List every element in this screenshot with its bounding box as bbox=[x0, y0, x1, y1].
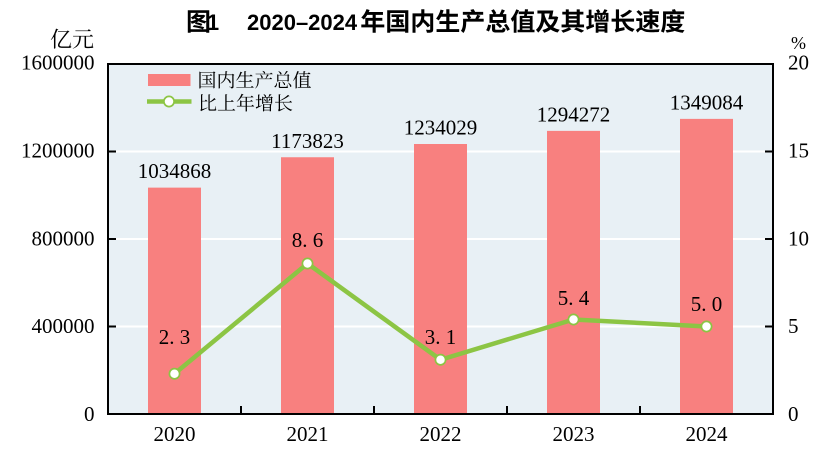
svg-text:800000: 800000 bbox=[32, 226, 95, 250]
svg-text:1: 1 bbox=[207, 10, 219, 35]
svg-text:20: 20 bbox=[788, 51, 809, 75]
svg-text:2020–2024: 2020–2024 bbox=[247, 10, 358, 35]
svg-text:2022: 2022 bbox=[420, 422, 462, 446]
svg-text:8. 6: 8. 6 bbox=[292, 228, 324, 252]
svg-text:1600000: 1600000 bbox=[21, 51, 95, 75]
svg-text:2024: 2024 bbox=[686, 422, 729, 446]
svg-text:2. 3: 2. 3 bbox=[159, 325, 191, 349]
svg-text:2020: 2020 bbox=[154, 422, 196, 446]
svg-text:2021: 2021 bbox=[287, 422, 329, 446]
svg-text:0: 0 bbox=[84, 402, 95, 426]
svg-text:1349084: 1349084 bbox=[670, 90, 744, 114]
svg-text:10: 10 bbox=[788, 226, 809, 250]
svg-text:1034868: 1034868 bbox=[138, 159, 212, 183]
svg-text:%: % bbox=[791, 33, 806, 53]
svg-text:1234029: 1234029 bbox=[404, 115, 478, 139]
svg-text:2023: 2023 bbox=[553, 422, 595, 446]
svg-text:1294272: 1294272 bbox=[537, 102, 611, 126]
svg-text:5. 4: 5. 4 bbox=[558, 286, 590, 310]
svg-text:5: 5 bbox=[788, 314, 799, 338]
svg-text:1200000: 1200000 bbox=[21, 138, 95, 162]
svg-text:15: 15 bbox=[788, 138, 809, 162]
svg-text:3. 1: 3. 1 bbox=[425, 325, 457, 349]
svg-text:1173823: 1173823 bbox=[271, 129, 344, 153]
svg-text:5. 0: 5. 0 bbox=[691, 292, 723, 316]
svg-text:400000: 400000 bbox=[32, 314, 95, 338]
svg-text:0: 0 bbox=[788, 402, 799, 426]
